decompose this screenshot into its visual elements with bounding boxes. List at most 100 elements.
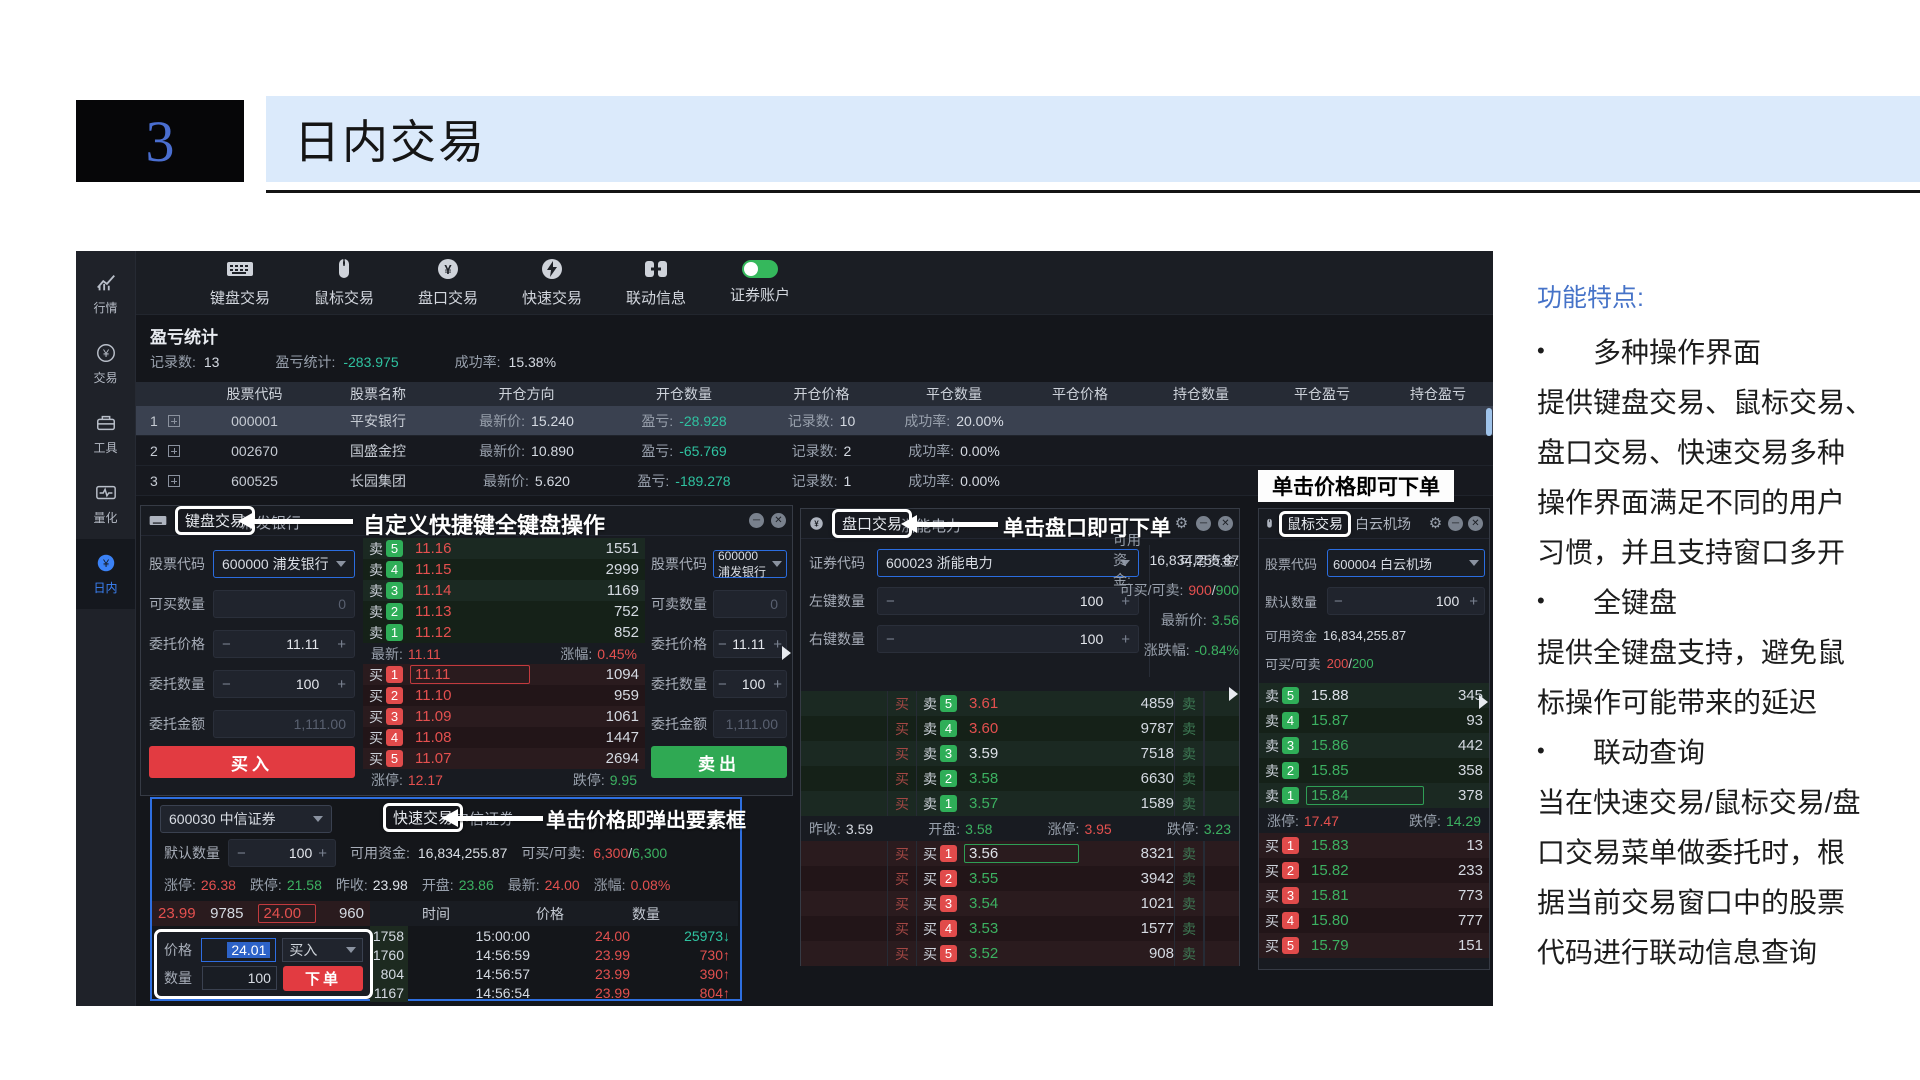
bid-row[interactable]: 买 买 2 3.55 3942 卖 — [801, 866, 1239, 891]
quick-buy-cell[interactable]: 买 — [887, 716, 917, 741]
col-open-qty[interactable]: 开仓数量 — [656, 386, 712, 402]
order-price-stepper[interactable]: 11.11 — [713, 630, 787, 658]
bid-row[interactable]: 买 3 15.81 773 — [1259, 883, 1489, 908]
order-qty-stepper[interactable]: 100 — [713, 670, 787, 698]
minus-icon[interactable] — [222, 636, 231, 653]
toggle-on-icon[interactable] — [742, 260, 778, 278]
minus-icon[interactable] — [237, 845, 246, 862]
bid-row[interactable]: 买 1 11.11 1094 — [363, 664, 645, 685]
ask-row[interactable]: 卖 3 15.86 442 — [1259, 733, 1489, 758]
ask-row[interactable]: 卖 3 11.14 1169 — [363, 580, 645, 601]
selected-price-box[interactable]: 24.00 — [257, 904, 317, 923]
quick-buy-cell[interactable]: 买 — [887, 791, 917, 816]
quick-buy-cell[interactable]: 买 — [887, 916, 917, 941]
bid-row[interactable]: 买 5 15.79 151 — [1259, 933, 1489, 958]
ask-row[interactable]: 卖 2 15.85 358 — [1259, 758, 1489, 783]
time-sales-row[interactable]: 804 14:56:57 23.99 390↑ — [370, 964, 738, 983]
quick-buy-cell[interactable]: 买 — [887, 766, 917, 791]
col-position-pnl[interactable]: 持仓盈亏 — [1410, 386, 1466, 402]
bid-row[interactable]: 买 2 15.82 233 — [1259, 858, 1489, 883]
sidebar-item-trade[interactable]: ¥ 交易 — [76, 329, 135, 399]
minus-icon[interactable] — [886, 631, 895, 648]
ask-row[interactable]: 买 卖 3 3.59 7518 卖 — [801, 741, 1239, 766]
keyboard-panel-titlebar[interactable]: 键盘交易 浦发银行 自定义快捷键全键盘操作 ─ ✕ — [141, 506, 792, 538]
quick-sell-cell[interactable]: 卖 — [1174, 841, 1204, 866]
quick-sell-cell[interactable]: 卖 — [1174, 866, 1204, 891]
minimize-icon[interactable]: ─ — [1448, 516, 1463, 531]
gear-icon[interactable]: ⚙ — [1428, 515, 1443, 532]
sidebar-item-quant[interactable]: 量化 — [76, 469, 135, 539]
sidebar-item-intraday[interactable]: ¥ 日内 — [76, 539, 135, 609]
col-open-direction[interactable]: 开仓方向 — [498, 386, 555, 402]
plus-icon[interactable] — [1469, 593, 1478, 610]
ask-row[interactable]: 卖 5 15.88 345 — [1259, 683, 1489, 708]
quick-sell-cell[interactable]: 卖 — [1174, 916, 1204, 941]
bid-row[interactable]: 买 5 11.07 2694 — [363, 748, 645, 769]
gear-icon[interactable]: ⚙ — [1174, 515, 1189, 532]
quick-sell-cell[interactable]: 卖 — [1174, 941, 1204, 966]
popup-qty-input[interactable]: 100 — [201, 966, 277, 990]
quick-sell-cell[interactable]: 卖 — [1174, 766, 1204, 791]
quick-buy-cell[interactable]: 买 — [887, 891, 917, 916]
time-sales-row[interactable]: 1758 15:00:00 24.00 25973↓ — [370, 926, 738, 945]
bid-row[interactable]: 买 4 11.08 1447 — [363, 727, 645, 748]
mouse-panel-titlebar[interactable]: 鼠标交易 白云机场 ⚙ ─ ✕ — [1259, 509, 1489, 539]
popup-price-input[interactable]: 24.01 — [201, 938, 277, 962]
quick-buy-cell[interactable]: 买 — [887, 866, 917, 891]
minimize-icon[interactable]: ─ — [1196, 516, 1211, 531]
minus-icon[interactable] — [222, 676, 231, 693]
ask-row[interactable]: 卖 4 15.87 93 — [1259, 708, 1489, 733]
bid-row[interactable]: 买 买 1 3.56 8321 卖 — [801, 841, 1239, 866]
ask-row[interactable]: 卖 5 11.16 1551 — [363, 538, 645, 559]
plus-icon[interactable] — [773, 636, 782, 653]
bid-row[interactable]: 买 买 5 3.52 908 卖 — [801, 941, 1239, 966]
security-code-select[interactable]: 600023 浙能电力 — [877, 549, 1139, 577]
minus-icon[interactable] — [718, 676, 727, 693]
minimize-icon[interactable]: ─ — [749, 513, 764, 528]
sell-button[interactable]: 卖出 — [651, 746, 787, 778]
close-icon[interactable]: ✕ — [1468, 516, 1483, 531]
ask-row[interactable]: 卖 4 11.15 2999 — [363, 559, 645, 580]
right-qty-stepper[interactable]: 100 — [877, 625, 1139, 653]
close-icon[interactable]: ✕ — [771, 513, 786, 528]
buyable-qty-field[interactable]: 0 — [213, 590, 355, 618]
col-stock-name[interactable]: 股票名称 — [350, 386, 406, 402]
default-qty-stepper[interactable]: 100 — [1327, 587, 1485, 615]
time-sales-row[interactable]: 1760 14:56:59 23.99 730↑ — [370, 945, 738, 964]
toolbar-linked-info[interactable]: 联动信息 — [604, 251, 708, 314]
col-close-qty[interactable]: 平仓数量 — [926, 386, 982, 402]
quick-sell-cell[interactable]: 卖 — [1174, 691, 1204, 716]
price-ladder-row[interactable]: 23.99 9785 24.00 960 — [152, 901, 370, 926]
bid-row[interactable]: 买 1 15.83 13 — [1259, 833, 1489, 858]
time-sales-row[interactable]: 1167 14:56:54 23.99 804↑ — [370, 983, 738, 1002]
orderbook-panel-titlebar[interactable]: ¥ 盘口交易 浙能电力 单击盘口即可下单 ⚙ ─ ✕ — [801, 509, 1239, 540]
toolbar-mouse-trade[interactable]: 鼠标交易 — [292, 251, 396, 314]
minus-icon[interactable] — [1334, 593, 1343, 610]
ask-row[interactable]: 买 卖 5 3.61 4859 卖 — [801, 691, 1239, 716]
col-close-price[interactable]: 平仓价格 — [1052, 386, 1108, 402]
ask-row[interactable]: 买 卖 4 3.60 9787 卖 — [801, 716, 1239, 741]
expand-icon[interactable] — [167, 474, 180, 487]
toolbar-orderbook-trade[interactable]: ¥ 盘口交易 — [396, 251, 500, 314]
plus-icon[interactable] — [337, 676, 346, 693]
ask-row[interactable]: 卖 2 11.13 752 — [363, 601, 645, 622]
stock-code-select[interactable]: 600000 浦发银行 — [713, 549, 787, 579]
expand-icon[interactable] — [167, 414, 180, 427]
quick-buy-cell[interactable]: 买 — [887, 941, 917, 966]
place-order-button[interactable]: 下单 — [282, 965, 363, 991]
bid-row[interactable]: 买 4 15.80 777 — [1259, 908, 1489, 933]
bid-row[interactable]: 买 买 3 3.54 1021 卖 — [801, 891, 1239, 916]
buy-button[interactable]: 买入 — [149, 746, 355, 778]
bid-row[interactable]: 买 2 11.10 959 — [363, 685, 645, 706]
quick-sell-cell[interactable]: 卖 — [1174, 891, 1204, 916]
col-open-price[interactable]: 开仓价格 — [793, 386, 850, 402]
expand-right-icon[interactable] — [782, 646, 791, 660]
col-position-qty[interactable]: 持仓数量 — [1173, 386, 1229, 402]
toolbar-keyboard-trade[interactable]: 键盘交易 — [188, 251, 292, 314]
quick-buy-cell[interactable]: 买 — [887, 841, 917, 866]
order-amount-field[interactable]: 1,111.00 — [213, 710, 355, 738]
bid-row[interactable]: 买 3 11.09 1061 — [363, 706, 645, 727]
toolbar-account-toggle[interactable]: 证券账户 — [708, 251, 812, 314]
plus-icon[interactable] — [318, 845, 327, 862]
bid-row[interactable]: 买 买 4 3.53 1577 卖 — [801, 916, 1239, 941]
